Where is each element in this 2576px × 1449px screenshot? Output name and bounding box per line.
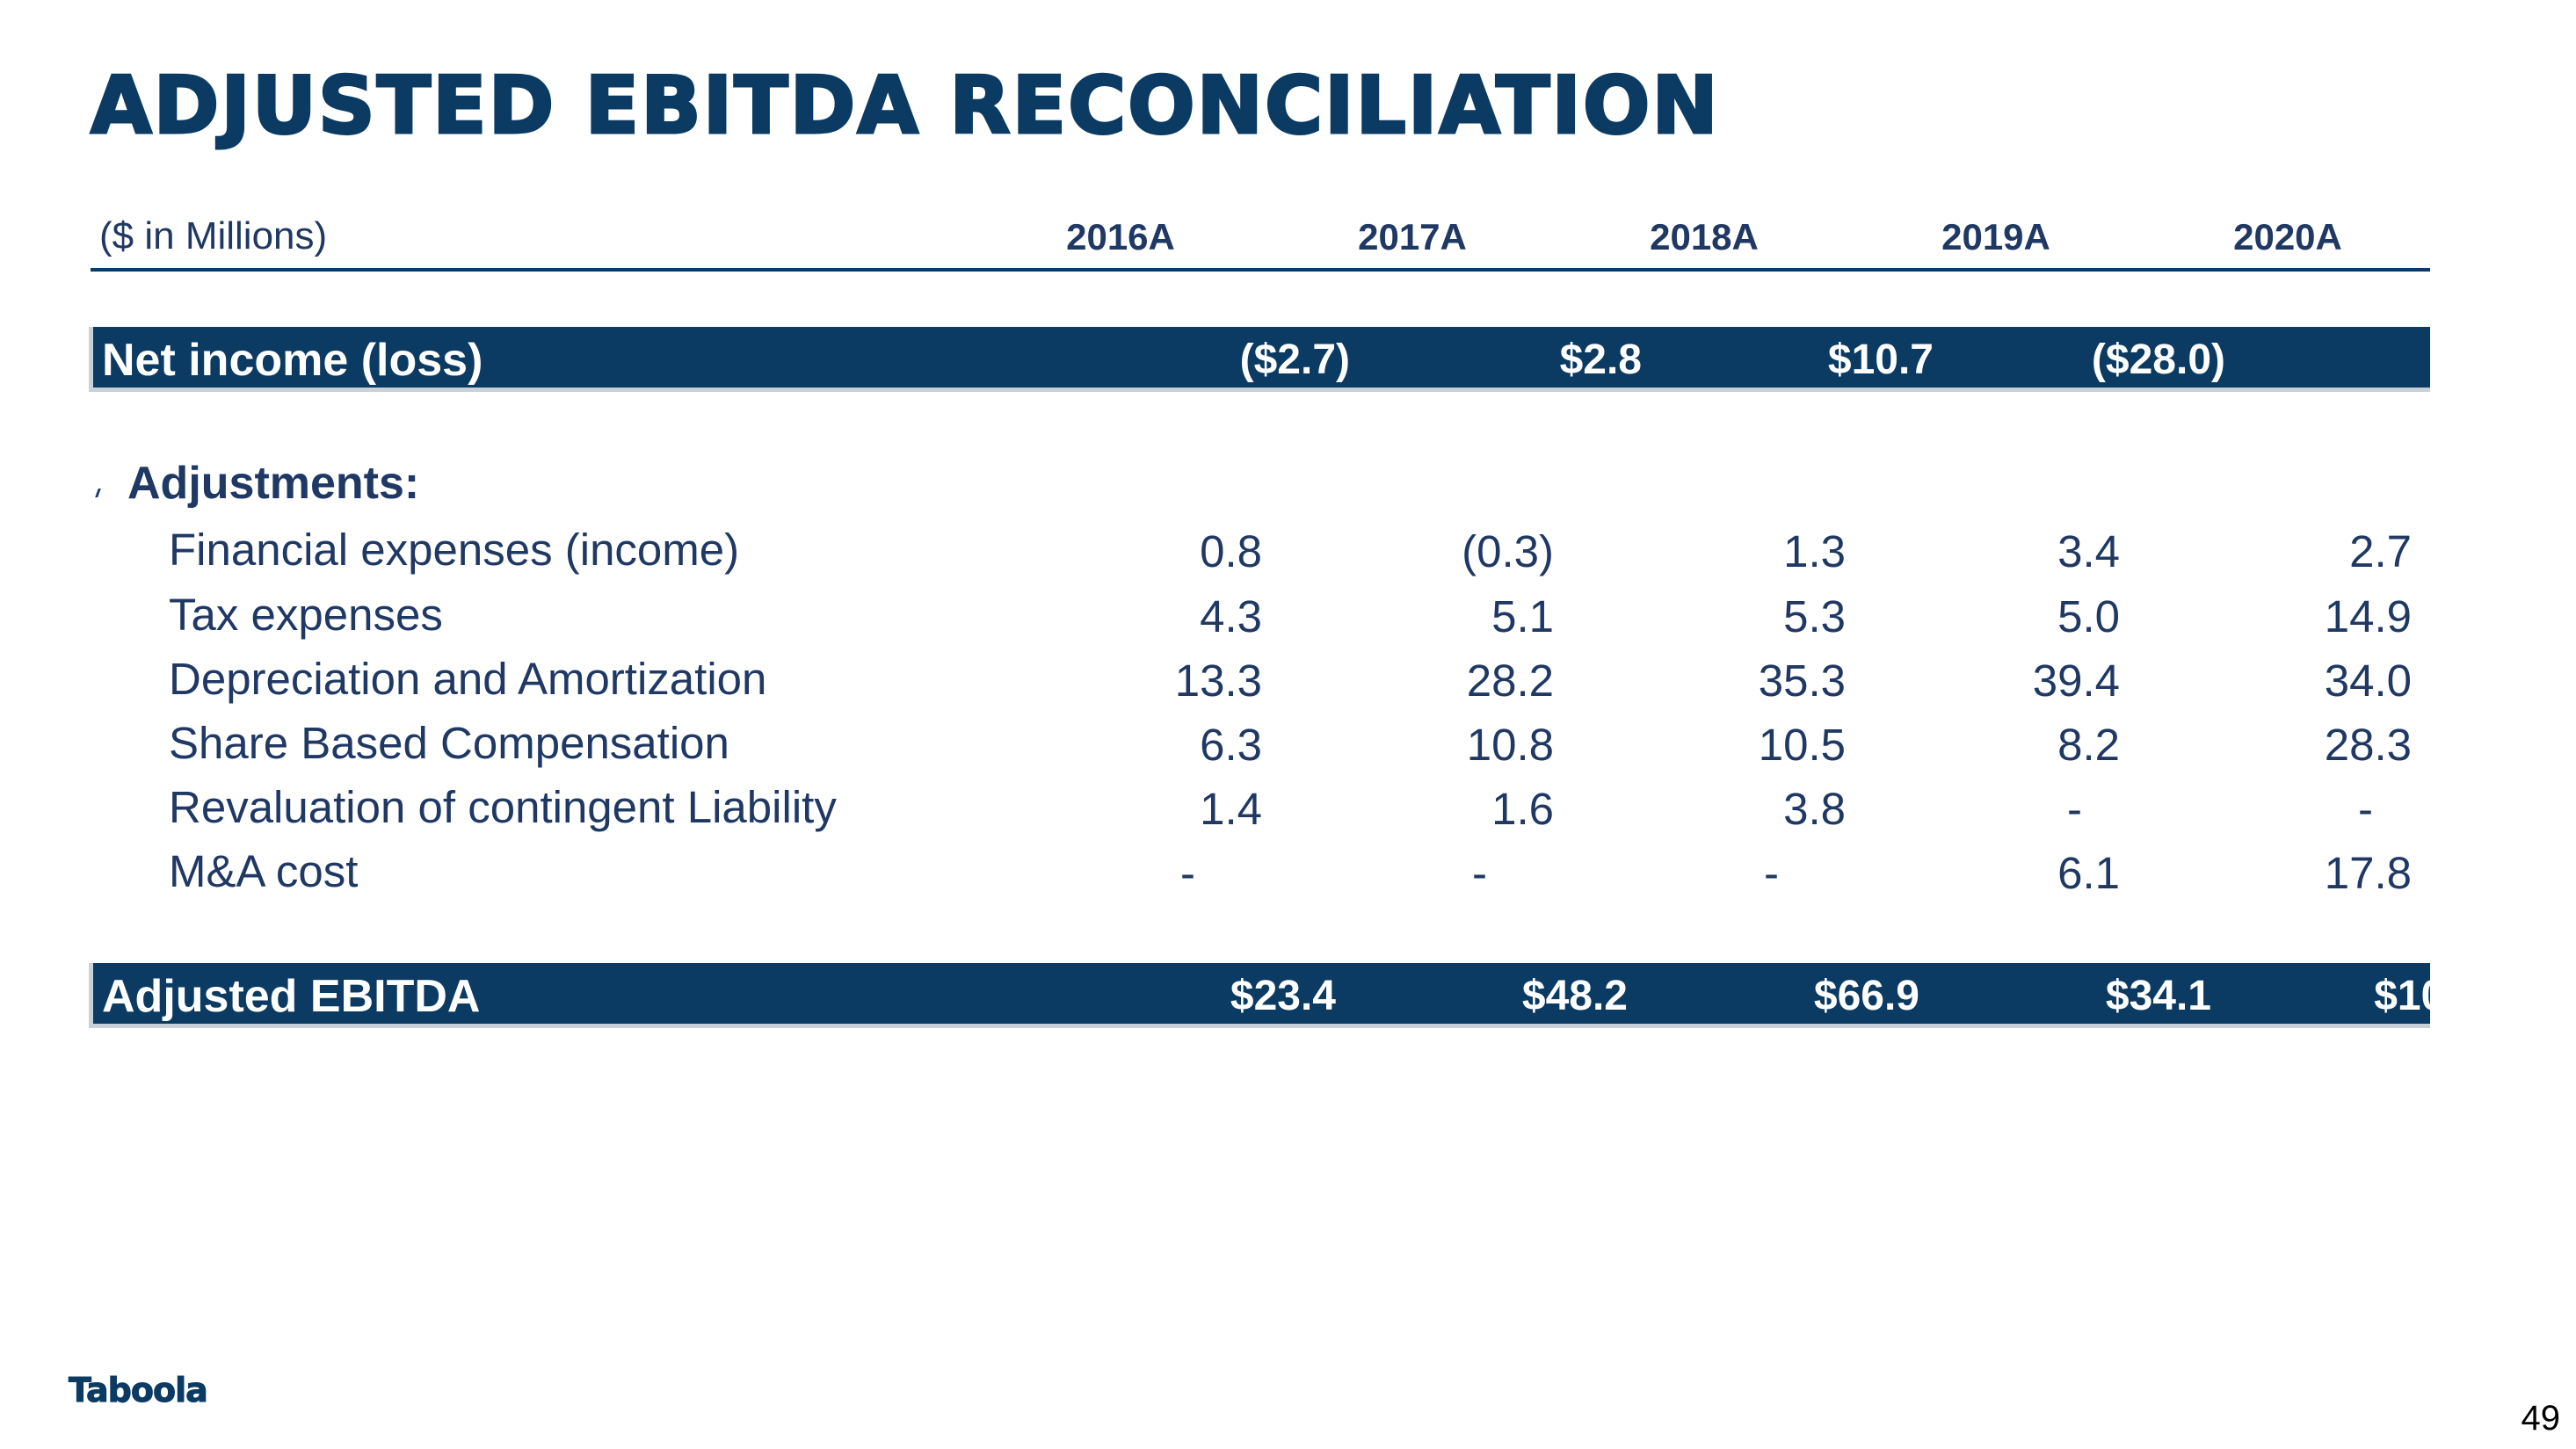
cell-2018: 5.3 <box>1783 591 1846 641</box>
column-header-2016: 2016A <box>1066 216 1175 257</box>
cell-2016: 4.3 <box>1200 591 1262 641</box>
adjusted-ebitda-2019: $34.1 <box>2105 973 2211 1019</box>
net-income-2017: $2.8 <box>1559 337 1642 383</box>
slide-title: ADJUSTED EBITDA RECONCILIATION <box>90 59 1720 154</box>
cell-2020: 14.9 <box>2324 591 2412 641</box>
adjusted-ebitda-row: Adjusted EBITDA $23.4 $48.2 $66.9 $34.1 … <box>89 963 2503 1028</box>
adjusted-ebitda-2017: $48.2 <box>1521 973 1628 1019</box>
net-income-label: Net income (loss) <box>102 335 483 386</box>
cell-2016: 1.4 <box>1200 784 1262 834</box>
cell-2017: 1.6 <box>1491 784 1554 834</box>
taboola-logo: Taboola <box>69 1371 209 1410</box>
net-income-2018: $10.7 <box>1827 337 1934 383</box>
stray-tick-mark <box>95 489 101 497</box>
row-label: M&A cost <box>169 846 359 896</box>
cell-2018: - <box>1764 848 1779 898</box>
column-header-2017: 2017A <box>1358 216 1467 257</box>
cell-2018: 35.3 <box>1758 656 1846 706</box>
table-row: M&A cost - - - 6.1 17.8 <box>0 845 2576 907</box>
cell-2017: (0.3) <box>1462 526 1554 576</box>
cell-2019: 8.2 <box>2057 720 2120 770</box>
row-label: Financial expenses (income) <box>169 525 740 575</box>
page-number: 49 <box>2521 1399 2561 1438</box>
cell-2020: 17.8 <box>2324 848 2412 898</box>
cell-2019: - <box>2067 784 2082 834</box>
cell-2016: 6.3 <box>1200 720 1262 770</box>
adjusted-ebitda-2020: $106.2 <box>2374 973 2503 1019</box>
adjusted-ebitda-2016: $23.4 <box>1230 973 1336 1019</box>
cell-2020: - <box>2358 784 2373 834</box>
cell-2020: 34.0 <box>2324 656 2412 706</box>
cell-2016: - <box>1180 848 1195 898</box>
cell-2019: 39.4 <box>2032 656 2120 706</box>
cell-2017: 10.8 <box>1466 720 1554 770</box>
units-label: ($ in Millions) <box>99 214 328 257</box>
cell-2017: - <box>1472 848 1487 898</box>
cell-2020: 28.3 <box>2324 720 2412 770</box>
row-label: Share Based Compensation <box>169 718 729 768</box>
cell-2017: 28.2 <box>1466 656 1554 706</box>
cell-2019: 3.4 <box>2057 526 2120 576</box>
table-row: Financial expenses (income) 0.8 (0.3) 1.… <box>0 524 2576 585</box>
table-row: Tax expenses 4.3 5.1 5.3 5.0 14.9 <box>0 589 2576 650</box>
net-income-2016: ($2.7) <box>1239 337 1350 383</box>
cell-2016: 13.3 <box>1174 656 1262 706</box>
cell-2019: 5.0 <box>2057 591 2120 641</box>
table-row: Revaluation of contingent Liability 1.4 … <box>0 781 2576 843</box>
table-row: Share Based Compensation 6.3 10.8 10.5 8… <box>0 717 2576 779</box>
adjusted-ebitda-2018: $66.9 <box>1813 973 1919 1019</box>
net-income-2020: $8.5 <box>2435 337 2517 383</box>
cell-2020: 2.7 <box>2349 526 2412 576</box>
adjusted-ebitda-label: Adjusted EBITDA <box>102 971 481 1022</box>
net-income-row: Net income (loss) ($2.7) $2.8 $10.7 ($28… <box>89 327 2517 392</box>
cell-2016: 0.8 <box>1200 526 1262 576</box>
adjustments-heading: Adjustments: <box>127 458 420 509</box>
row-label: Tax expenses <box>169 590 443 640</box>
cell-2018: 3.8 <box>1783 784 1846 834</box>
net-income-2019: ($28.0) <box>2091 337 2225 383</box>
column-header-2019: 2019A <box>1941 216 2050 257</box>
cell-2019: 6.1 <box>2057 848 2120 898</box>
column-header-2018: 2018A <box>1650 216 1759 257</box>
row-label: Depreciation and Amortization <box>169 654 767 704</box>
table-header: ($ in Millions) 2016A 2017A 2018A 2019A … <box>91 202 2430 272</box>
cell-2018: 1.3 <box>1783 526 1846 576</box>
row-label: Revaluation of contingent Liability <box>169 782 837 832</box>
cell-2017: 5.1 <box>1491 591 1554 641</box>
column-header-2020: 2020A <box>2233 216 2342 257</box>
table-row: Depreciation and Amortization 13.3 28.2 … <box>0 653 2576 714</box>
cell-2018: 10.5 <box>1758 720 1846 770</box>
